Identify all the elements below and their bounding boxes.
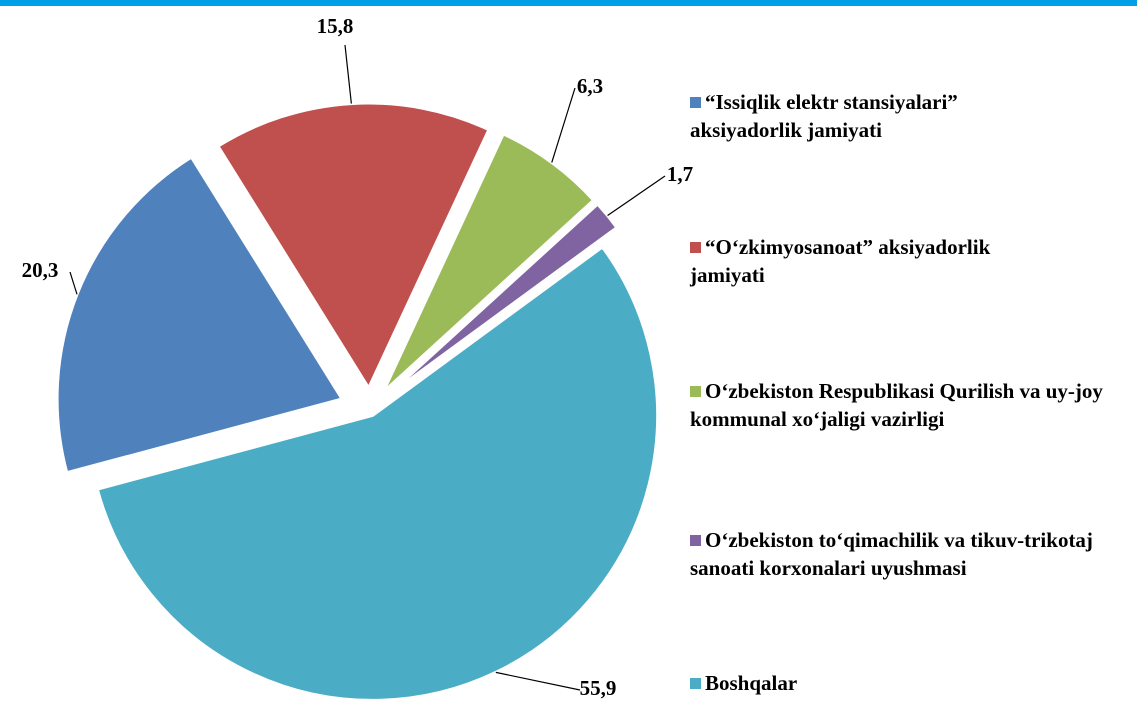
top-bar xyxy=(0,0,1137,6)
leader-line xyxy=(69,271,78,295)
legend-swatch xyxy=(690,242,701,253)
legend-swatch xyxy=(690,678,701,689)
leader-line xyxy=(607,175,666,217)
legend-label: “O‘zkimyosanoat” aksiyadorlik jamiyati xyxy=(690,235,991,287)
legend-item: “Issiqlik elektr stansiyalari” aksiyador… xyxy=(690,88,990,144)
pie-slice xyxy=(381,131,596,394)
legend-label: “Issiqlik elektr stansiyalari” aksiyador… xyxy=(690,90,958,142)
legend-label: Boshqalar xyxy=(705,671,798,695)
legend-item: O‘zbekiston to‘qimachilik va tikuv-triko… xyxy=(690,526,1130,582)
data-label: 6,3 xyxy=(577,74,603,98)
legend-item: O‘zbekiston Respublikasi Qurilish va uy-… xyxy=(690,377,1135,433)
data-label: 55,9 xyxy=(580,676,617,700)
legend-swatch xyxy=(690,535,701,546)
data-label: 20,3 xyxy=(22,258,59,282)
pie-slice xyxy=(95,244,660,702)
legend-label: O‘zbekiston Respublikasi Qurilish va uy-… xyxy=(690,379,1103,431)
data-label: 15,8 xyxy=(317,14,354,38)
leader-line xyxy=(495,671,581,691)
leader-line xyxy=(551,87,576,163)
leader-line xyxy=(344,44,352,104)
legend-item: Boshqalar xyxy=(690,669,990,697)
legend-label: O‘zbekiston to‘qimachilik va tikuv-triko… xyxy=(690,528,1093,580)
pie-slice xyxy=(215,101,491,392)
legend-item: “O‘zkimyosanoat” aksiyadorlik jamiyati xyxy=(690,233,1060,289)
legend-swatch xyxy=(690,386,701,397)
legend-swatch xyxy=(690,97,701,108)
data-label: 1,7 xyxy=(667,162,693,186)
